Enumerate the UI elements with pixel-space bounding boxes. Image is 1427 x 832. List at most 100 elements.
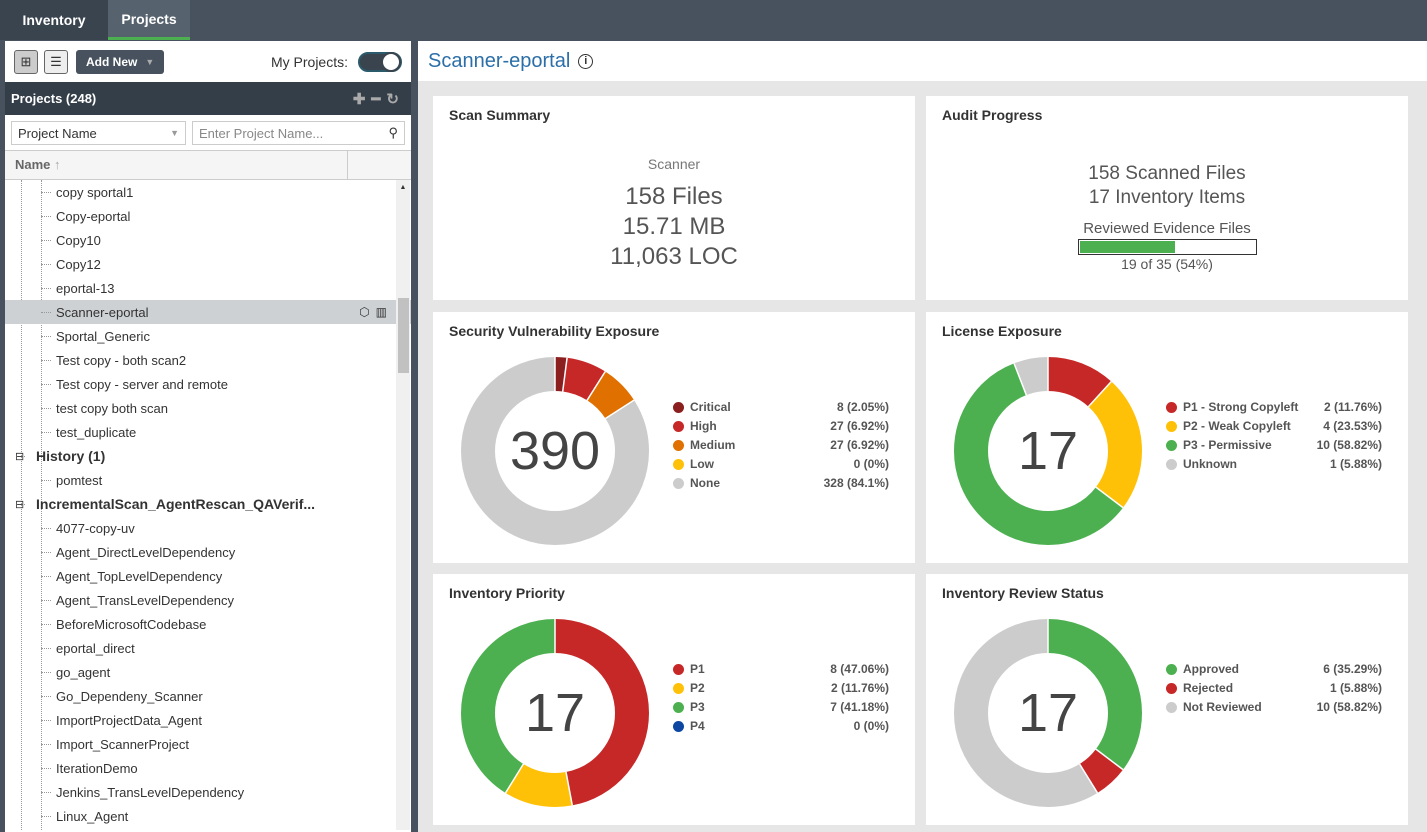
search-icon[interactable]: ⚲ [388,125,398,140]
legend-item[interactable]: P2 2 (11.76%) [673,681,893,695]
donut-slice[interactable] [954,357,1142,545]
tree-item-label: go_agent [56,664,111,680]
my-projects-label: My Projects: [270,53,348,70]
tree-item[interactable]: Copy-eportal [5,204,411,228]
legend-item[interactable]: P4 0 (0%) [673,719,893,733]
tree-item[interactable]: Copy12 [5,252,411,276]
tree-item[interactable]: Jenkins_TransLevelDependency [5,780,411,804]
collapse-all-icon[interactable]: ━ [371,90,387,108]
projects-sidebar: ⊞ ☰ Add New ▼ My Projects: Projects (248)… [5,41,411,832]
legend-item[interactable]: Unknown 1 (5.88%) [1166,457,1386,471]
legend-item[interactable]: Not Reviewed 10 (58.82%) [1166,700,1386,714]
collapse-icon[interactable]: ⊟ [15,450,25,463]
tree-item[interactable]: eportal-13 [5,276,411,300]
add-new-label: Add New [86,54,138,69]
tree-item[interactable]: Copy10 [5,228,411,252]
scrollbar-thumb[interactable] [398,298,409,373]
legend-value: 6 (35.29%) [1323,662,1382,676]
tree-view-button[interactable]: ⊞ [14,49,38,74]
legend-item[interactable]: Critical 8 (2.05%) [673,400,893,414]
card-title: Scan Summary [449,107,551,123]
chart-title: Security Vulnerability Exposure [449,323,660,339]
tree-item[interactable]: Scanner-eportal ⬡▥ [5,300,411,324]
tree-item[interactable]: test copy both scan [5,396,411,420]
legend-value: 10 (58.82%) [1316,700,1382,714]
legend-item[interactable]: P3 - Permissive 10 (58.82%) [1166,438,1386,452]
tree-item[interactable]: Agent_TopLevelDependency [5,564,411,588]
legend-value: 2 (11.76%) [830,681,889,695]
tree-item-label: copy sportal1 [56,184,134,200]
column-header-name[interactable]: Name ↑ [5,151,348,179]
collapse-icon[interactable]: ⊟ [15,498,25,511]
tree-item[interactable]: Agent_DirectLevelDependency [5,540,411,564]
tree-group[interactable]: ⊟ History (1) [5,444,411,468]
tree-item-label: test_duplicate [56,424,137,440]
legend-label: Critical [690,400,731,414]
tree-item[interactable]: Go_Dependeny_Scanner [5,684,411,708]
tree-item[interactable]: ImportProjectData_Agent [5,708,411,732]
tree-item[interactable]: eportal_direct [5,636,411,660]
donut-slice[interactable] [461,619,649,807]
inventory-icon[interactable]: ⬡ [359,305,376,319]
donut-chart [954,619,1142,807]
slice-separator [605,399,635,420]
tree-item[interactable]: Test copy - server and remote [5,372,411,396]
tree-item[interactable]: Sportal_Generic [5,324,411,348]
tree-item[interactable]: copy sportal1 [5,180,411,204]
legend-label: None [690,476,720,490]
tab-inventory[interactable]: Inventory [0,0,108,40]
legend-item[interactable]: Approved 6 (35.29%) [1166,662,1386,676]
tree-item-label: Go_Dependeny_Scanner [56,688,203,704]
legend-item[interactable]: P1 - Strong Copyleft 2 (11.76%) [1166,400,1386,414]
tree-item[interactable]: Agent_TransLevelDependency [5,588,411,612]
tree-item-label: eportal_direct [56,640,135,656]
tree-item[interactable]: pomtest [5,468,411,492]
legend-swatch [673,421,684,432]
legend-swatch [673,702,684,713]
donut-chart [461,357,649,545]
tree-item[interactable]: Import_ScannerProject [5,732,411,756]
scan-summary-card: Scan Summary Scanner 158 Files 15.71 MB … [433,96,915,300]
legend-item[interactable]: P1 8 (47.06%) [673,662,893,676]
tree-item[interactable]: 4077-copy-uv [5,516,411,540]
info-icon[interactable]: i [578,53,594,69]
tree-group[interactable]: ⊟ IncrementalScan_AgentRescan_QAVerif... [5,492,411,516]
files-count: 158 Files [625,183,723,210]
tree-item[interactable]: Linux_Agent [5,804,411,828]
legend-swatch [1166,402,1177,413]
search-placeholder: Enter Project Name... [199,125,324,141]
filter-field-select[interactable]: Project Name ▼ [11,121,186,145]
donut-chart [461,619,649,807]
chart-card: Inventory Priority 17 P1 8 (47.06%) P2 2 (11.… [433,574,915,825]
legend-swatch [673,440,684,451]
donut-center-value: 17 [1017,683,1079,743]
tree-item-label: ImportProjectData_Agent [56,712,202,728]
legend-item[interactable]: High 27 (6.92%) [673,419,893,433]
legend-item[interactable]: P3 7 (41.18%) [673,700,893,714]
legend-item[interactable]: P2 - Weak Copyleft 4 (23.53%) [1166,419,1386,433]
tree-item[interactable]: test_duplicate [5,420,411,444]
project-search-input[interactable]: Enter Project Name... ⚲ [192,121,405,145]
tree-item[interactable]: IterationDemo [5,756,411,780]
list-view-button[interactable]: ☰ [44,49,68,74]
tab-projects[interactable]: Projects [108,0,190,40]
tree-view-icon: ⊞ [20,53,32,69]
my-projects-toggle[interactable] [358,51,402,72]
donut-slice[interactable] [954,357,1142,545]
legend-item[interactable]: None 328 (84.1%) [673,476,893,490]
legend-item[interactable]: Rejected 1 (5.88%) [1166,681,1386,695]
tree-item[interactable]: go_agent [5,660,411,684]
scrollbar[interactable]: ▲ [396,180,410,830]
tree-item[interactable]: Test copy - both scan2 [5,348,411,372]
chart-icon[interactable]: ▥ [375,305,393,319]
legend-value: 4 (23.53%) [1323,419,1382,433]
tree-item[interactable]: BeforeMicrosoftCodebase [5,612,411,636]
expand-all-icon[interactable]: ✚ [352,90,372,108]
add-new-button[interactable]: Add New ▼ [76,49,165,74]
legend-item[interactable]: Low 0 (0%) [673,457,893,471]
refresh-icon[interactable]: ↻ [386,90,405,108]
legend-label: P3 - Permissive [1183,438,1272,452]
tree-item-label: Test copy - both scan2 [56,352,187,368]
tree-item-label: Scanner-eportal [56,304,149,320]
legend-item[interactable]: Medium 27 (6.92%) [673,438,893,452]
